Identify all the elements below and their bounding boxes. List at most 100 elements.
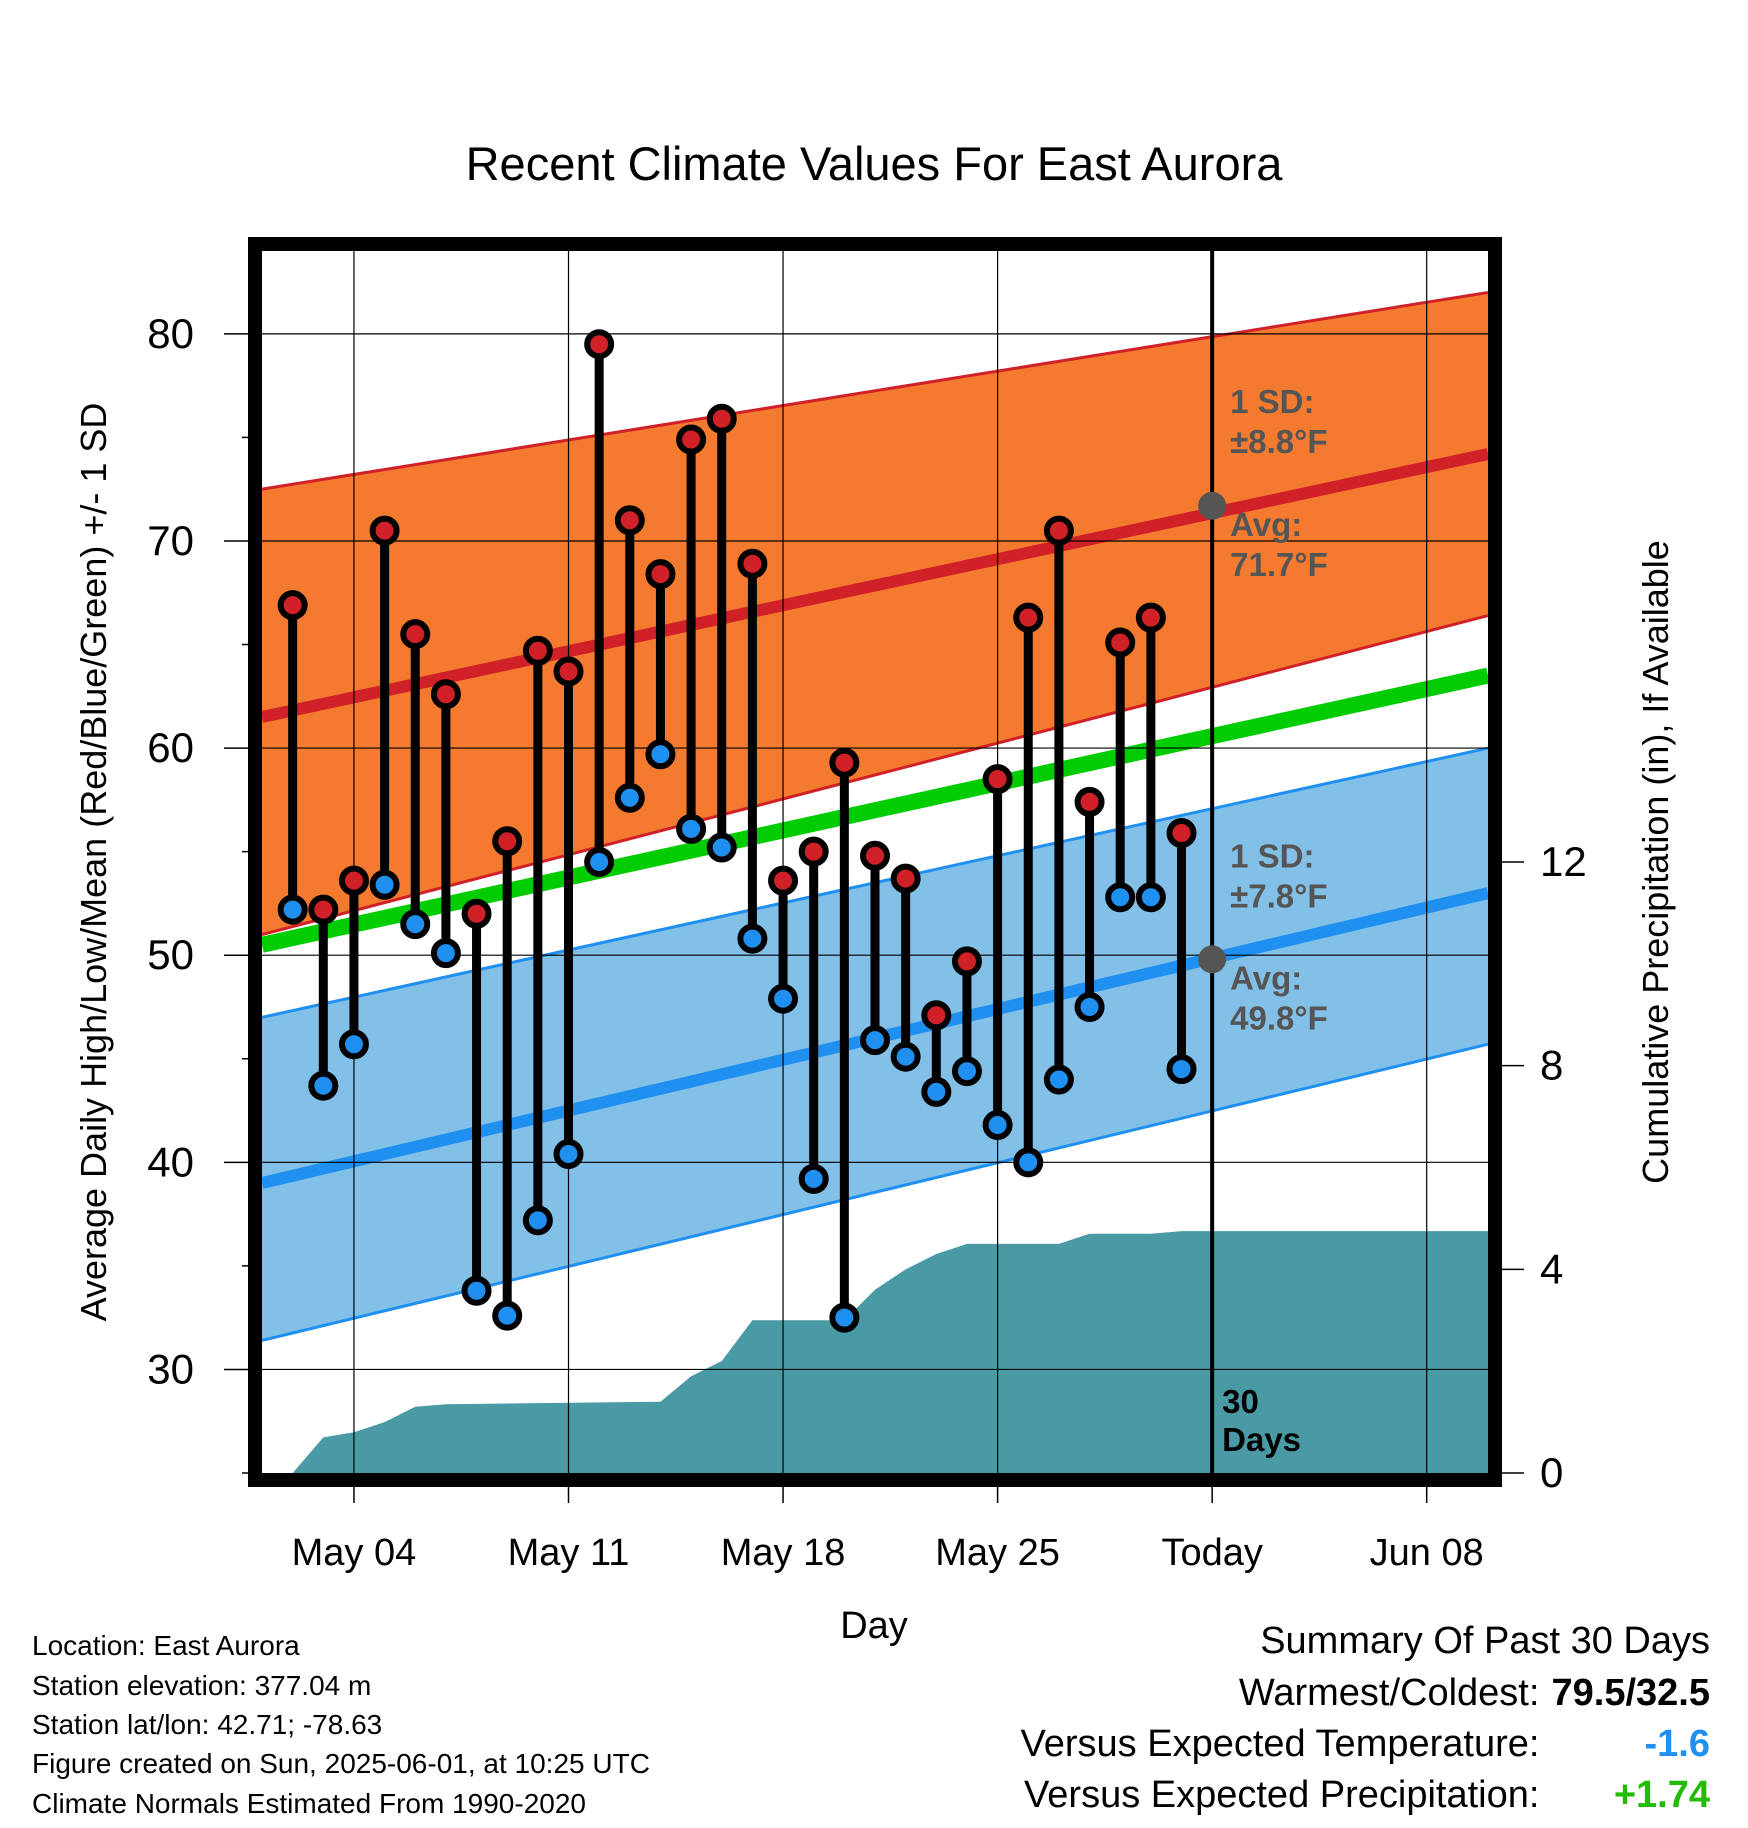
low-sd-value: ±7.8°F bbox=[1230, 877, 1327, 914]
daily-low-point bbox=[1135, 882, 1166, 913]
daily-high-point bbox=[584, 329, 615, 360]
x-tick-label: May 25 bbox=[935, 1532, 1060, 1574]
low-avg-label: Avg: bbox=[1230, 959, 1302, 996]
daily-low-point bbox=[1105, 882, 1136, 913]
daily-low-point bbox=[522, 1205, 553, 1236]
daily-high-point bbox=[430, 679, 461, 710]
daily-high-point bbox=[768, 865, 799, 896]
daily-high-point bbox=[277, 590, 308, 621]
daily-high-point bbox=[522, 635, 553, 666]
info-created: Figure created on Sun, 2025-06-01, at 10… bbox=[32, 1748, 650, 1779]
daily-high-point bbox=[308, 894, 339, 925]
daily-low-point bbox=[492, 1300, 523, 1331]
daily-low-point bbox=[308, 1070, 339, 1101]
daily-low-point bbox=[1043, 1064, 1074, 1095]
y-tick-label: 40 bbox=[147, 1138, 194, 1185]
daily-high-point bbox=[400, 619, 431, 650]
high-band-upper bbox=[262, 290, 1488, 491]
high-normal-line bbox=[262, 448, 1488, 723]
summary-warmest: Warmest/Coldest: 79.5/32.5 bbox=[1239, 1672, 1710, 1715]
daily-low-point bbox=[951, 1056, 982, 1087]
info-elevation: Station elevation: 377.04 m bbox=[32, 1670, 372, 1701]
low-sd-label: 1 SD: bbox=[1230, 837, 1314, 874]
days-word-label: Days bbox=[1222, 1421, 1301, 1458]
plot-frame bbox=[248, 237, 1502, 1487]
info-latlon: Station lat/lon: 42.71; -78.63 bbox=[32, 1709, 383, 1740]
x-tick-label: Jun 08 bbox=[1370, 1532, 1484, 1574]
daily-low-point bbox=[369, 869, 400, 900]
y2-tick-label: 8 bbox=[1540, 1042, 1563, 1089]
y2-axis-label: Cumulative Precipitation (in), If Availa… bbox=[1635, 540, 1676, 1184]
daily-high-point bbox=[1074, 786, 1105, 817]
y-tick-label: 80 bbox=[147, 310, 194, 357]
daily-high-point bbox=[645, 559, 676, 590]
summary-warmest-label: Warmest/Coldest: bbox=[1238, 1672, 1540, 1714]
info-normals: Climate Normals Estimated From 1990-2020 bbox=[32, 1788, 586, 1819]
y2-tick-label: 4 bbox=[1540, 1245, 1563, 1292]
low-avg-marker bbox=[1198, 945, 1227, 974]
daily-high-point bbox=[614, 505, 645, 536]
summary-title: Summary Of Past 30 Days bbox=[1260, 1620, 1710, 1662]
precip-area bbox=[292, 1231, 1488, 1473]
daily-high-point bbox=[1105, 627, 1136, 658]
summary-temp-label: Versus Expected Temperature: bbox=[1020, 1723, 1540, 1765]
summary-temp-value: -1.6 bbox=[1644, 1723, 1710, 1765]
y-tick-label: 50 bbox=[147, 931, 194, 978]
daily-low-point bbox=[553, 1139, 584, 1170]
info-location: Location: East Aurora bbox=[32, 1630, 300, 1661]
daily-low-point bbox=[645, 739, 676, 770]
summary-precip: Versus Expected Precipitation: +1.74 bbox=[1024, 1774, 1710, 1817]
high-avg-label: Avg: bbox=[1230, 506, 1302, 543]
high-band-lower bbox=[262, 614, 1488, 936]
daily-low-point bbox=[768, 983, 799, 1014]
daily-high-point bbox=[798, 836, 829, 867]
daily-high-point bbox=[492, 826, 523, 857]
daily-low-point bbox=[584, 847, 615, 877]
x-tick-label: Today bbox=[1161, 1532, 1262, 1574]
summary-precip-label: Versus Expected Precipitation: bbox=[1024, 1774, 1540, 1816]
x-axis-label: Day bbox=[840, 1605, 908, 1647]
daily-high-point bbox=[706, 403, 737, 434]
high-avg-value: 71.7°F bbox=[1230, 546, 1328, 583]
high-avg-marker bbox=[1198, 491, 1227, 520]
daily-high-point bbox=[1013, 602, 1044, 633]
daily-high-point bbox=[1135, 602, 1166, 633]
daily-low-point bbox=[461, 1275, 492, 1306]
daily-high-point bbox=[338, 865, 369, 896]
y-axis-label: Average Daily High/Low/Mean (Red/Blue/Gr… bbox=[73, 403, 114, 1322]
y2-tick-label: 12 bbox=[1540, 838, 1587, 885]
daily-low-point bbox=[829, 1302, 860, 1333]
y2-tick-label: 0 bbox=[1540, 1449, 1563, 1496]
summary-temp: Versus Expected Temperature: -1.6 bbox=[1021, 1723, 1710, 1766]
mean-normal-line bbox=[262, 667, 1488, 953]
y-tick-label: 30 bbox=[147, 1345, 194, 1392]
daily-high-point bbox=[1166, 818, 1197, 849]
chart-title: Recent Climate Values For East Aurora bbox=[466, 137, 1284, 190]
low-avg-value: 49.8°F bbox=[1230, 999, 1328, 1036]
daily-low-point bbox=[676, 813, 707, 844]
daily-low-point bbox=[706, 832, 737, 863]
daily-low-point bbox=[1074, 991, 1105, 1022]
summary-precip-value: +1.74 bbox=[1613, 1774, 1710, 1816]
high-sd-label: 1 SD: bbox=[1230, 383, 1314, 420]
daily-low-point bbox=[860, 1025, 890, 1056]
daily-high-point bbox=[1043, 515, 1074, 546]
y-tick-label: 60 bbox=[147, 724, 194, 771]
daily-low-point bbox=[982, 1110, 1013, 1141]
daily-high-point bbox=[461, 898, 492, 929]
x-tick-label: May 18 bbox=[721, 1532, 846, 1574]
daily-low-point bbox=[338, 1029, 369, 1060]
daily-low-point bbox=[400, 909, 431, 940]
x-tick-label: May 04 bbox=[292, 1532, 417, 1574]
daily-low-point bbox=[921, 1076, 952, 1107]
daily-high-point bbox=[553, 656, 584, 687]
daily-high-point bbox=[829, 747, 860, 778]
daily-high-point bbox=[737, 548, 768, 579]
daily-high-point bbox=[982, 764, 1013, 795]
daily-low-point bbox=[890, 1041, 921, 1072]
daily-high-point bbox=[369, 515, 400, 546]
daily-low-point bbox=[614, 782, 645, 813]
daily-high-point bbox=[951, 946, 982, 977]
daily-low-point bbox=[737, 923, 768, 954]
